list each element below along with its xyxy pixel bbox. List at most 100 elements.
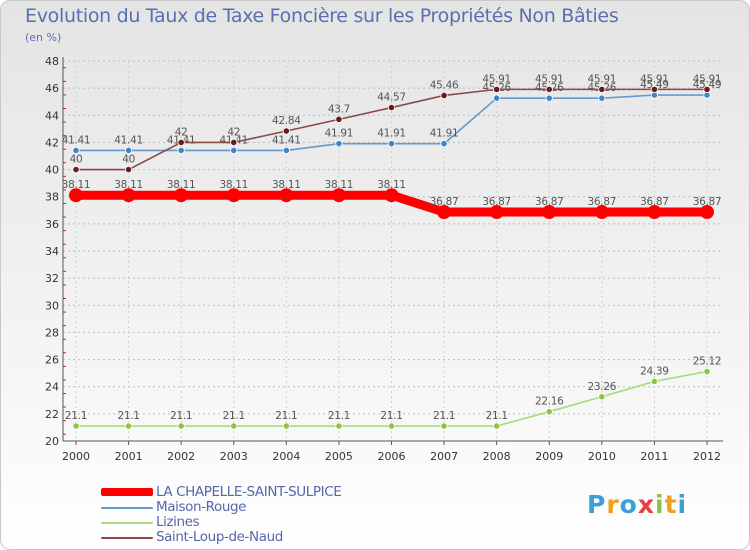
- y-tick-label: 30: [45, 299, 59, 312]
- data-point: [387, 140, 396, 148]
- data-label: 44.57: [377, 92, 406, 104]
- data-point: [230, 138, 238, 147]
- data-point: [124, 146, 133, 155]
- data-label: 42: [227, 126, 240, 138]
- x-tick-label: 2008: [483, 450, 511, 463]
- data-label: 45.49: [640, 79, 669, 91]
- data-point: [598, 94, 606, 102]
- data-label: 45.91: [693, 73, 722, 85]
- data-point: [545, 85, 553, 93]
- data-label: 41.41: [114, 134, 143, 146]
- series-la-chapelle-saint-sulpice: 38.11 38.11 38.11 38.11 38.11 38.11 38.11 36.87…: [62, 179, 722, 220]
- logo-letter: P: [587, 490, 607, 519]
- data-point: [124, 165, 133, 174]
- data-label: 45.91: [482, 73, 511, 85]
- data-point: [335, 140, 343, 148]
- logo-letter: i: [655, 490, 665, 519]
- y-tick-label: 28: [45, 326, 59, 339]
- data-point: [282, 127, 290, 135]
- data-label: 21.1: [328, 410, 350, 422]
- data-label: 25.12: [693, 356, 722, 368]
- data-point: [598, 393, 606, 401]
- x-tick-label: 2007: [430, 450, 458, 463]
- data-point: [703, 367, 711, 376]
- data-label: 38.11: [219, 179, 248, 191]
- logo-letter: t: [664, 490, 678, 519]
- y-tick-label: 46: [45, 82, 59, 95]
- y-tick-label: 24: [45, 381, 59, 394]
- data-point: [282, 146, 290, 155]
- data-label: 40: [70, 154, 83, 166]
- x-tick-label: 2009: [535, 450, 563, 463]
- y-tick-label: 40: [45, 164, 59, 177]
- data-point: [650, 85, 659, 93]
- data-point: [493, 422, 501, 430]
- legend-label: Lizines: [156, 514, 200, 530]
- data-point: [121, 188, 136, 203]
- data-point: [384, 188, 399, 203]
- y-tick-label: 32: [45, 272, 59, 285]
- data-point: [703, 85, 711, 93]
- data-label: 38.11: [62, 179, 91, 191]
- y-tick-label: 42: [45, 136, 59, 149]
- data-point: [72, 146, 80, 155]
- data-point: [124, 422, 133, 430]
- x-tick-label: 2010: [588, 450, 616, 463]
- data-label: 45.46: [430, 79, 459, 91]
- data-label: 41.91: [325, 128, 354, 140]
- data-label: 42: [175, 126, 188, 138]
- x-tick-label: 2005: [325, 450, 353, 463]
- data-label: 21.1: [486, 410, 508, 422]
- data-point: [542, 205, 557, 220]
- data-point: [174, 188, 189, 203]
- data-label: 36.87: [588, 196, 617, 208]
- data-label: 38.11: [114, 179, 143, 191]
- x-tick-label: 2006: [378, 450, 406, 463]
- data-point: [335, 422, 343, 430]
- data-label: 45.49: [693, 79, 722, 91]
- data-label: 36.87: [535, 196, 564, 208]
- data-label: 24.39: [640, 365, 669, 377]
- x-tick-label: 2000: [62, 450, 90, 463]
- data-point: [335, 115, 343, 123]
- data-point: [437, 205, 452, 220]
- y-tick-label: 48: [45, 55, 59, 68]
- data-label: 21.1: [433, 410, 455, 422]
- data-label: 43.7: [328, 103, 350, 115]
- data-point: [69, 188, 83, 203]
- data-label: 42.84: [272, 115, 301, 127]
- data-label: 41.91: [377, 128, 406, 140]
- y-unit-label: (en %): [25, 31, 62, 44]
- logo-letter: i: [677, 490, 688, 519]
- data-label: 38.11: [377, 179, 406, 191]
- data-point: [440, 140, 448, 148]
- data-label: 45.91: [640, 73, 669, 85]
- data-label: 45.91: [588, 73, 617, 85]
- data-point: [226, 188, 241, 203]
- x-tick-label: 2012: [693, 450, 721, 463]
- data-point: [440, 91, 448, 100]
- x-tick-label: 2011: [640, 450, 668, 463]
- y-tick-label: 36: [45, 218, 59, 231]
- data-point: [489, 205, 504, 220]
- data-point: [598, 85, 606, 93]
- data-label: 38.11: [167, 179, 196, 191]
- y-tick-label: 22: [45, 408, 59, 421]
- grid: 20 22 24 26 28 30 32 34 36 38 40 42 44 46 48 2000 2001 20…: [45, 55, 723, 463]
- y-tick-label: 20: [45, 435, 59, 448]
- logo-letter: o: [619, 490, 638, 519]
- legend-label: LA CHAPELLE-SAINT-SULPICE: [156, 484, 342, 500]
- y-tick-label: 44: [45, 109, 59, 122]
- data-label: 36.87: [640, 196, 669, 208]
- data-label: 38.11: [325, 179, 354, 191]
- data-point: [331, 188, 346, 203]
- proxiti-logo: Proxiti: [587, 490, 687, 519]
- x-tick-label: 2002: [167, 450, 195, 463]
- data-point: [279, 188, 294, 203]
- legend-label: Saint-Loup-de-Naud: [156, 529, 283, 545]
- y-tick-label: 38: [45, 191, 59, 204]
- data-label: 41.41: [272, 134, 301, 146]
- x-tick-label: 2001: [115, 450, 143, 463]
- x-tick-label: 2004: [272, 450, 300, 463]
